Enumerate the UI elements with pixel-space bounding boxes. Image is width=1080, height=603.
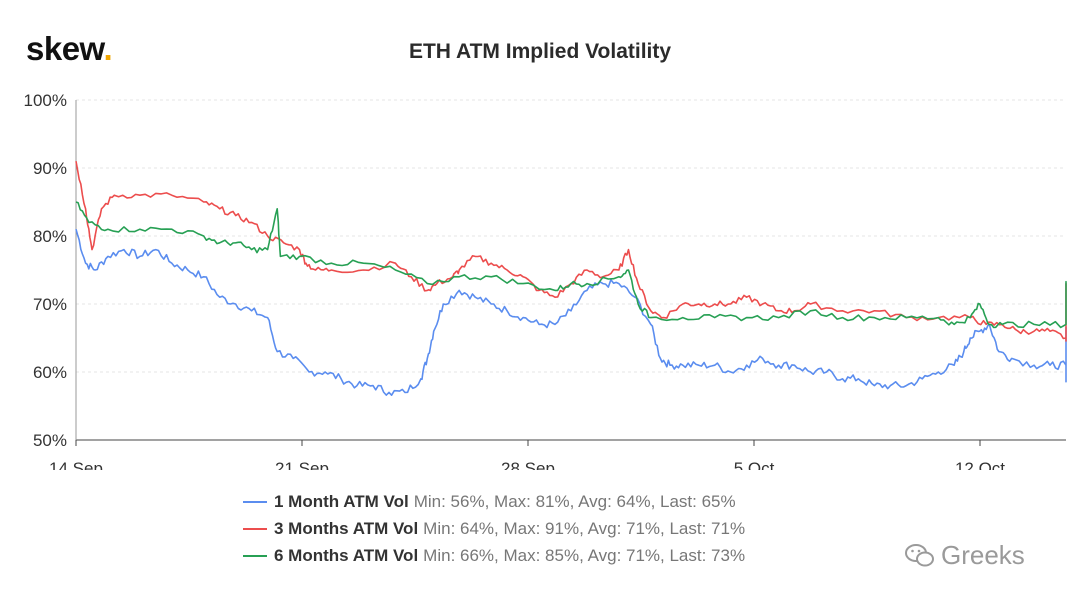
legend-swatch-1m bbox=[243, 500, 267, 503]
legend-swatch-6m bbox=[243, 554, 267, 557]
y-tick-label: 90% bbox=[33, 159, 67, 178]
wechat-icon bbox=[905, 543, 934, 566]
y-tick-label: 70% bbox=[33, 295, 67, 314]
x-tick-label: 28 Sep bbox=[501, 459, 555, 470]
x-tick-label: 12 Oct bbox=[955, 459, 1005, 470]
logo-dot: . bbox=[103, 30, 113, 67]
legend-swatch-3m bbox=[243, 527, 267, 530]
legend: 1 Month ATM Vol Min: 56%, Max: 81%, Avg:… bbox=[243, 488, 745, 569]
legend-label-3m: 3 Months ATM Vol bbox=[274, 518, 419, 538]
legend-item-6m[interactable]: 6 Months ATM Vol Min: 66%, Max: 85%, Avg… bbox=[243, 542, 745, 569]
legend-label-6m: 6 Months ATM Vol bbox=[274, 545, 419, 565]
chart-title: ETH ATM Implied Volatility bbox=[408, 40, 672, 63]
series-line-6m[interactable] bbox=[75, 201, 1067, 329]
y-tick-label: 60% bbox=[33, 363, 67, 382]
skew-logo: skew. bbox=[26, 30, 113, 68]
gridlines bbox=[76, 99, 1066, 441]
series-lines bbox=[75, 161, 1067, 396]
legend-stats-1m: Min: 56%, Max: 81%, Avg: 64%, Last: 65% bbox=[413, 491, 736, 511]
y-tick-label: 80% bbox=[33, 227, 67, 246]
legend-stats-6m: Min: 66%, Max: 85%, Avg: 71%, Last: 73% bbox=[423, 545, 746, 565]
series-line-3m[interactable] bbox=[75, 161, 1067, 342]
axes bbox=[75, 100, 1066, 446]
line-chart: 50% 60% 70% 80% 90% 100% 14 Sep 21 Sep 28 Sep 5 … bbox=[24, 91, 1067, 470]
series-line-1m[interactable] bbox=[75, 228, 1067, 396]
y-axis-ticks: 50% 60% 70% 80% 90% 100% bbox=[24, 91, 67, 450]
x-axis-ticks: 14 Sep 21 Sep 28 Sep 5 Oct 12 Oct bbox=[49, 459, 1005, 470]
legend-item-1m[interactable]: 1 Month ATM Vol Min: 56%, Max: 81%, Avg:… bbox=[243, 488, 745, 515]
x-tick-label: 21 Sep bbox=[275, 459, 329, 470]
y-tick-label: 100% bbox=[24, 91, 67, 110]
x-tick-label: 5 Oct bbox=[734, 459, 775, 470]
watermark-text: Greeks bbox=[941, 540, 1025, 570]
x-tick-label: 14 Sep bbox=[49, 459, 103, 470]
logo-text: skew bbox=[26, 30, 104, 67]
watermark: Greeks bbox=[905, 540, 1025, 571]
legend-stats-3m: Min: 64%, Max: 91%, Avg: 71%, Last: 71% bbox=[423, 518, 746, 538]
legend-label-1m: 1 Month ATM Vol bbox=[274, 491, 409, 511]
y-tick-label: 50% bbox=[33, 431, 67, 450]
legend-item-3m[interactable]: 3 Months ATM Vol Min: 64%, Max: 91%, Avg… bbox=[243, 515, 745, 542]
